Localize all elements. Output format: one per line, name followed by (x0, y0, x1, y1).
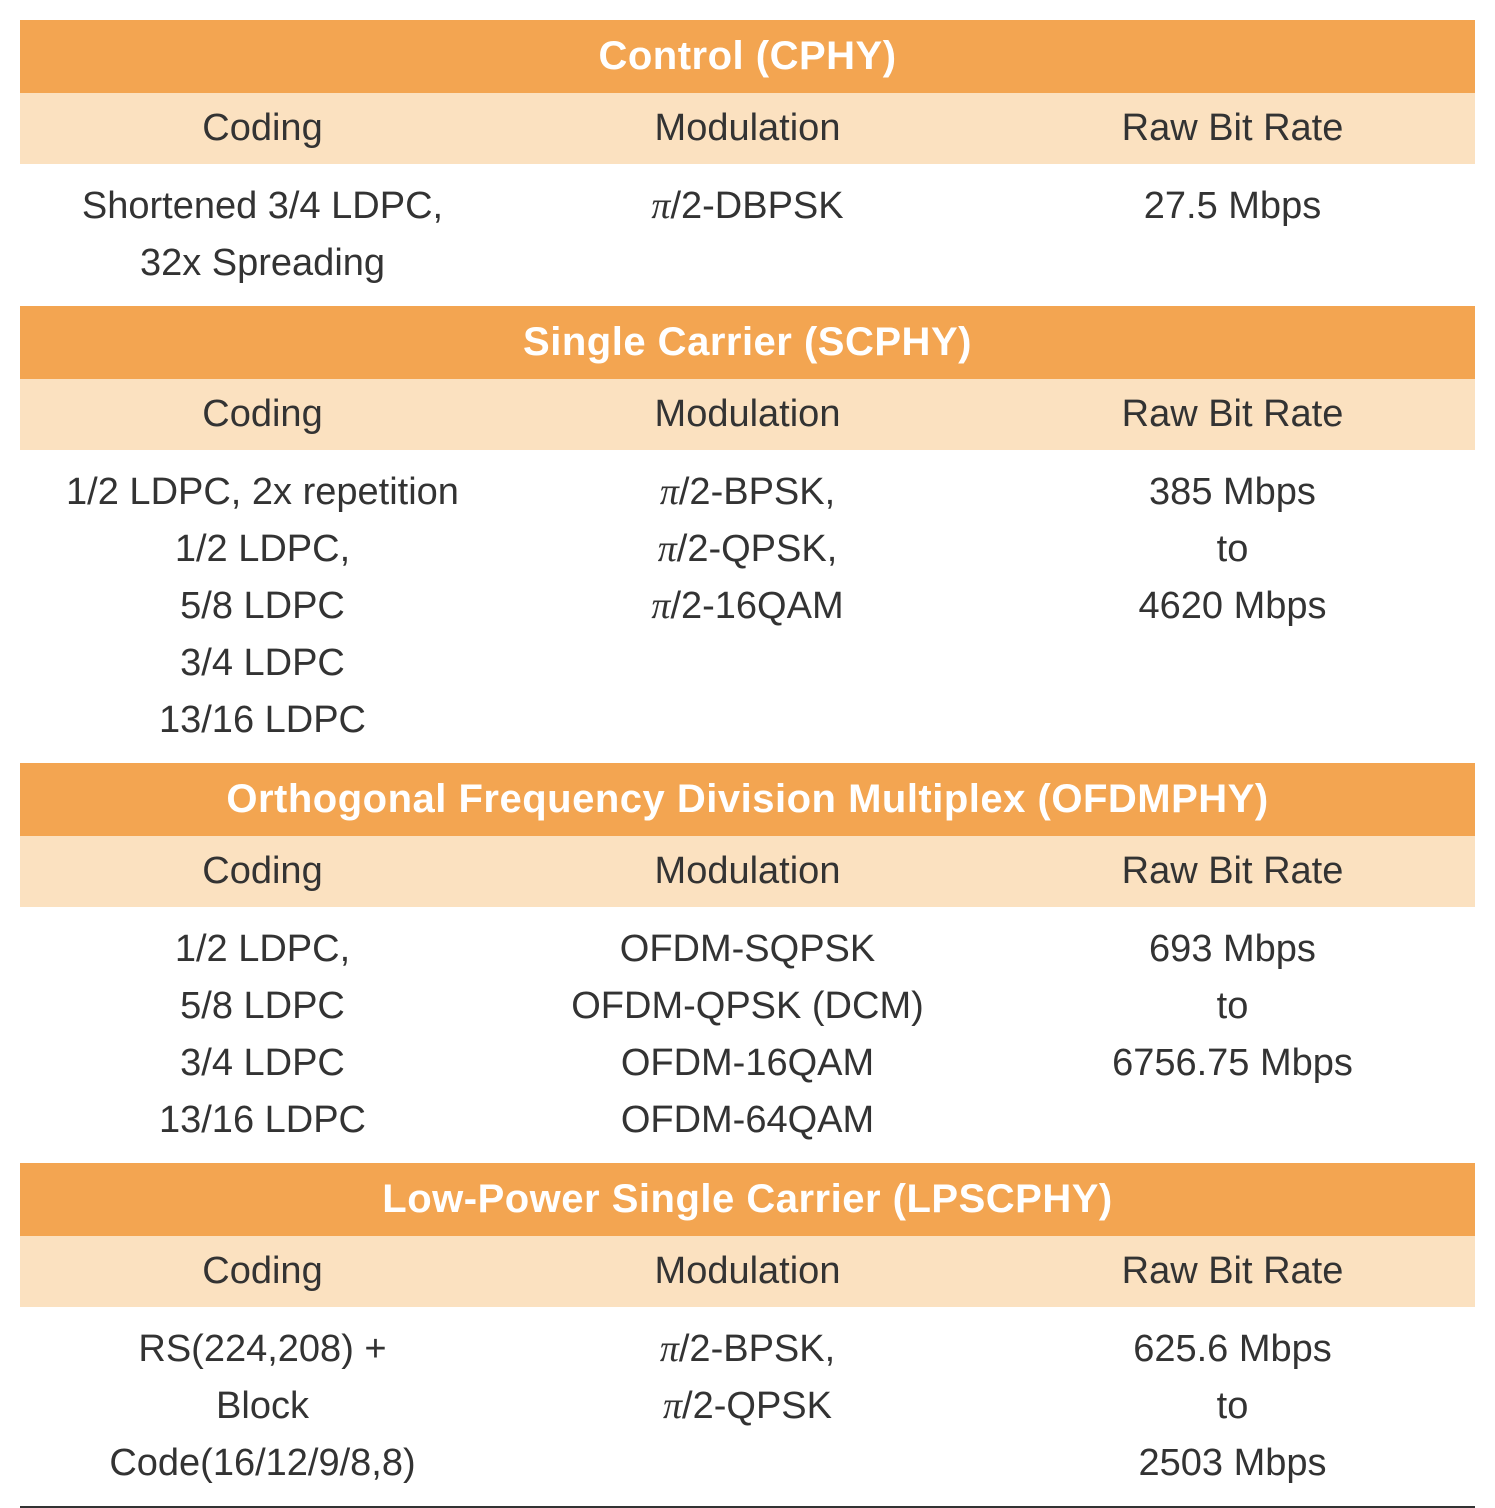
cell-modulation: π/2-DBPSK (505, 164, 990, 306)
header-rate: Raw Bit Rate (990, 379, 1475, 450)
header-row-cphy: Coding Modulation Raw Bit Rate (20, 93, 1475, 164)
table-row: Shortened 3/4 LDPC, 32x Spreading π/2-DB… (20, 164, 1475, 306)
cell-modulation: OFDM-SQPSK OFDM-QPSK (DCM) OFDM-16QAM OF… (505, 907, 990, 1163)
header-row-lpscphy: Coding Modulation Raw Bit Rate (20, 1236, 1475, 1307)
table-row: RS(224,208) + Block Code(16/12/9/8,8) π/… (20, 1307, 1475, 1506)
section-title-lpscphy: Low-Power Single Carrier (LPSCPHY) (20, 1163, 1475, 1236)
cell-rate: 27.5 Mbps (990, 164, 1475, 306)
header-row-ofdmphy: Coding Modulation Raw Bit Rate (20, 836, 1475, 907)
cell-coding: Shortened 3/4 LDPC, 32x Spreading (20, 164, 505, 306)
cell-rate: 385 Mbps to 4620 Mbps (990, 450, 1475, 763)
header-coding: Coding (20, 93, 505, 164)
table-row: 1/2 LDPC, 2x repetition 1/2 LDPC, 5/8 LD… (20, 450, 1475, 763)
cell-coding: 1/2 LDPC, 2x repetition 1/2 LDPC, 5/8 LD… (20, 450, 505, 763)
header-modulation: Modulation (505, 379, 990, 450)
cell-modulation: π/2-BPSK,π/2-QPSK (505, 1307, 990, 1506)
cell-coding: 1/2 LDPC, 5/8 LDPC 3/4 LDPC 13/16 LDPC (20, 907, 505, 1163)
header-modulation: Modulation (505, 836, 990, 907)
cell-coding: RS(224,208) + Block Code(16/12/9/8,8) (20, 1307, 505, 1506)
cell-modulation: π/2-BPSK,π/2-QPSK,π/2-16QAM (505, 450, 990, 763)
section-title-ofdmphy: Orthogonal Frequency Division Multiplex … (20, 763, 1475, 836)
header-rate: Raw Bit Rate (990, 1236, 1475, 1307)
cell-rate: 625.6 Mbps to 2503 Mbps (990, 1307, 1475, 1506)
header-modulation: Modulation (505, 93, 990, 164)
phy-modes-table: Control (CPHY) Coding Modulation Raw Bit… (20, 20, 1475, 1508)
header-coding: Coding (20, 379, 505, 450)
header-coding: Coding (20, 1236, 505, 1307)
cell-rate: 693 Mbps to 6756.75 Mbps (990, 907, 1475, 1163)
header-rate: Raw Bit Rate (990, 836, 1475, 907)
header-modulation: Modulation (505, 1236, 990, 1307)
table-row: 1/2 LDPC, 5/8 LDPC 3/4 LDPC 13/16 LDPC O… (20, 907, 1475, 1163)
header-row-scphy: Coding Modulation Raw Bit Rate (20, 379, 1475, 450)
section-title-cphy: Control (CPHY) (20, 20, 1475, 93)
header-rate: Raw Bit Rate (990, 93, 1475, 164)
header-coding: Coding (20, 836, 505, 907)
section-title-scphy: Single Carrier (SCPHY) (20, 306, 1475, 379)
